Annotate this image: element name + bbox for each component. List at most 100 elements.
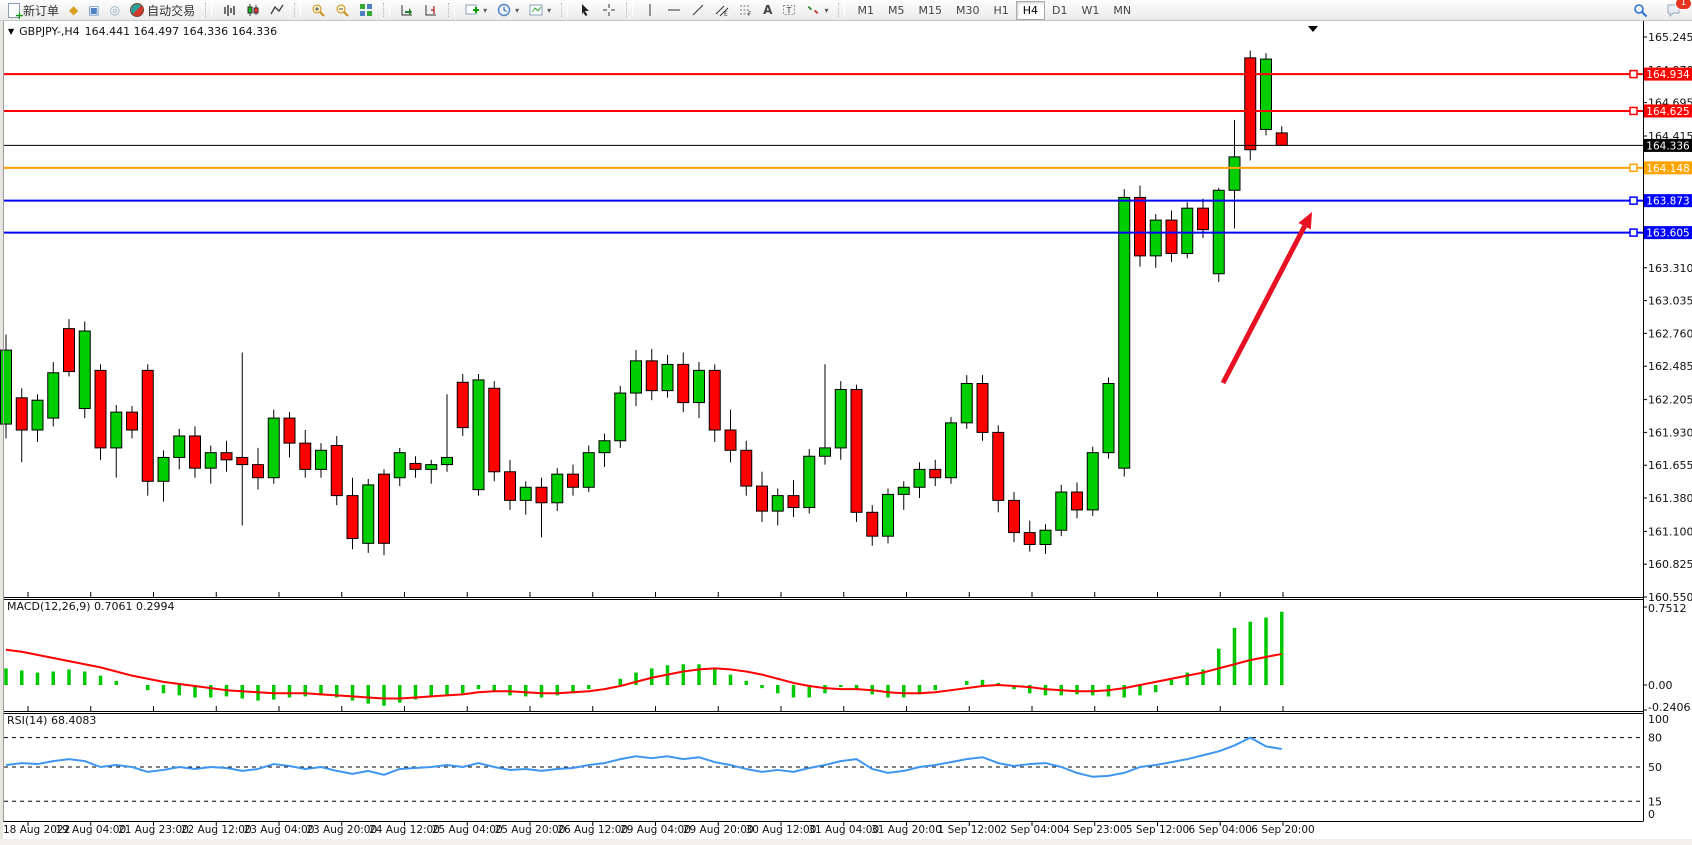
autotrade-button[interactable]: 自动交易: [125, 0, 200, 20]
crosshair-icon: [602, 3, 616, 17]
arrows-button[interactable]: ▾: [801, 0, 833, 20]
text-button[interactable]: A: [758, 0, 777, 20]
timeframe-h1-button[interactable]: H1: [993, 3, 1009, 17]
chart-gold-button[interactable]: ◆: [64, 0, 83, 20]
timeframe-m15-button[interactable]: M15: [918, 3, 942, 17]
timeframe-h4-button[interactable]: H4: [1015, 0, 1046, 20]
timeframe-m1-button[interactable]: M1: [857, 3, 874, 17]
toolbar-separator: [838, 3, 846, 17]
timeframe-m5-button[interactable]: M5: [887, 3, 905, 17]
current-price-badge: 164.336: [1644, 138, 1692, 152]
timeframe-m30-button[interactable]: M30: [955, 3, 980, 17]
svg-text:162.760: 162.760: [1648, 327, 1692, 340]
level-lines: [3, 69, 1643, 237]
svg-text:160.825: 160.825: [1648, 558, 1692, 571]
fibonacci-button[interactable]: F: [734, 0, 758, 20]
new-order-button[interactable]: 新订单: [3, 0, 64, 22]
signal-icon: ◎: [109, 3, 121, 17]
candlestick-chart-icon: [246, 3, 260, 17]
svg-text:50: 50: [1648, 761, 1662, 774]
svg-text:F: F: [748, 11, 752, 17]
trendline-button[interactable]: [686, 0, 710, 20]
level-badge-163.873: 163.873: [1644, 194, 1692, 208]
timeframe-mn-button[interactable]: MN: [1113, 3, 1132, 17]
horizontal-line-icon: [667, 3, 681, 17]
bar-chart-icon: [222, 3, 236, 17]
templates-button[interactable]: ▾: [524, 0, 556, 20]
vertical-line-button[interactable]: [638, 0, 662, 20]
tile-windows-button[interactable]: [354, 0, 378, 20]
toolbar-separator: [205, 3, 213, 17]
svg-text:163.035: 163.035: [1648, 295, 1692, 308]
svg-text:100: 100: [1648, 713, 1669, 726]
timeframe-d1-button[interactable]: D1: [1052, 3, 1068, 17]
candlestick-chart-button[interactable]: [241, 0, 265, 20]
chevron-down-icon: ▾: [547, 5, 552, 15]
level-handle: [1629, 228, 1638, 237]
level-badge-164.625: 164.625: [1644, 104, 1692, 118]
tile-windows-icon: [359, 3, 373, 17]
search-button[interactable]: [1628, 0, 1653, 20]
svg-text:23 Aug 20:00: 23 Aug 20:00: [306, 824, 377, 836]
svg-text:18 Aug 2022: 18 Aug 2022: [3, 824, 70, 836]
candlesticks: [0, 50, 1288, 556]
timeframe-w1-button[interactable]: W1: [1081, 3, 1100, 17]
crosshair-button[interactable]: [597, 0, 621, 20]
rsi-axis: 100 80 50 150: [1648, 713, 1669, 821]
svg-text:21 Aug 23:00: 21 Aug 23:00: [118, 824, 189, 836]
svg-text:162.205: 162.205: [1648, 394, 1692, 407]
new-chart-icon: [465, 3, 480, 17]
svg-text:161.380: 161.380: [1648, 492, 1692, 505]
svg-text:23 Aug 04:00: 23 Aug 04:00: [244, 824, 315, 836]
svg-text:25 Aug 04:00: 25 Aug 04:00: [432, 824, 503, 836]
periods-button[interactable]: ▾: [492, 0, 524, 20]
trend-arrow[interactable]: [1220, 212, 1312, 385]
svg-text:161.655: 161.655: [1648, 459, 1692, 472]
svg-text:0.00: 0.00: [1648, 679, 1673, 692]
charts-panel-icon: ▣: [88, 3, 100, 17]
bar-chart-button[interactable]: [217, 0, 241, 20]
svg-text:31 Aug 20:00: 31 Aug 20:00: [871, 824, 942, 836]
svg-text:164.625: 164.625: [1646, 106, 1689, 118]
horizontal-line-button[interactable]: [662, 0, 686, 20]
svg-text:2 Sep 04:00: 2 Sep 04:00: [1000, 824, 1063, 836]
toolbar-separator: [383, 3, 391, 17]
line-chart-button[interactable]: [265, 0, 289, 20]
equidistant-channel-button[interactable]: E: [710, 0, 734, 20]
svg-text:160.550: 160.550: [1648, 591, 1692, 604]
new-order-button-label: 新订单: [23, 3, 60, 18]
macd-axis: 0.7512 0.00 -0.2406: [1643, 602, 1690, 714]
svg-text:163.310: 163.310: [1648, 262, 1692, 275]
svg-text:31 Aug 04:00: 31 Aug 04:00: [808, 824, 879, 836]
clock-icon: [497, 3, 511, 17]
svg-text:26 Aug 12:00: 26 Aug 12:00: [557, 824, 628, 836]
autotrade-icon: [130, 3, 145, 17]
charts-panel-button[interactable]: ▣: [83, 0, 104, 20]
window-left-edge: [0, 20, 3, 845]
line-chart-icon: [270, 3, 284, 17]
svg-text:4 Sep 23:00: 4 Sep 23:00: [1063, 824, 1126, 836]
chevron-down-icon: ▾: [483, 5, 488, 15]
new-chart-button[interactable]: ▾: [460, 0, 492, 20]
toolbar-separator: [294, 3, 302, 17]
zoom-out-button[interactable]: [330, 0, 354, 20]
chart-shift-button[interactable]: [419, 0, 443, 20]
svg-text:29 Aug 04:00: 29 Aug 04:00: [620, 824, 691, 836]
svg-text:19 Aug 04:00: 19 Aug 04:00: [55, 824, 126, 836]
svg-text:E: E: [724, 11, 728, 17]
template-icon: [529, 3, 543, 17]
text-label-button[interactable]: T: [777, 0, 801, 20]
chart-shift-icon: [424, 3, 438, 17]
cursor-icon: [578, 3, 592, 17]
signals-button[interactable]: ◎: [105, 0, 125, 20]
cursor-button[interactable]: [573, 0, 597, 20]
zoom-in-button[interactable]: [306, 0, 330, 20]
chevron-down-icon: ▾: [824, 5, 829, 15]
new-order-icon: [8, 2, 24, 22]
level-handle: [1629, 163, 1638, 173]
auto-scroll-button[interactable]: [395, 0, 419, 20]
svg-text:164.934: 164.934: [1646, 69, 1690, 81]
notifications-button[interactable]: 1: [1661, 0, 1692, 20]
